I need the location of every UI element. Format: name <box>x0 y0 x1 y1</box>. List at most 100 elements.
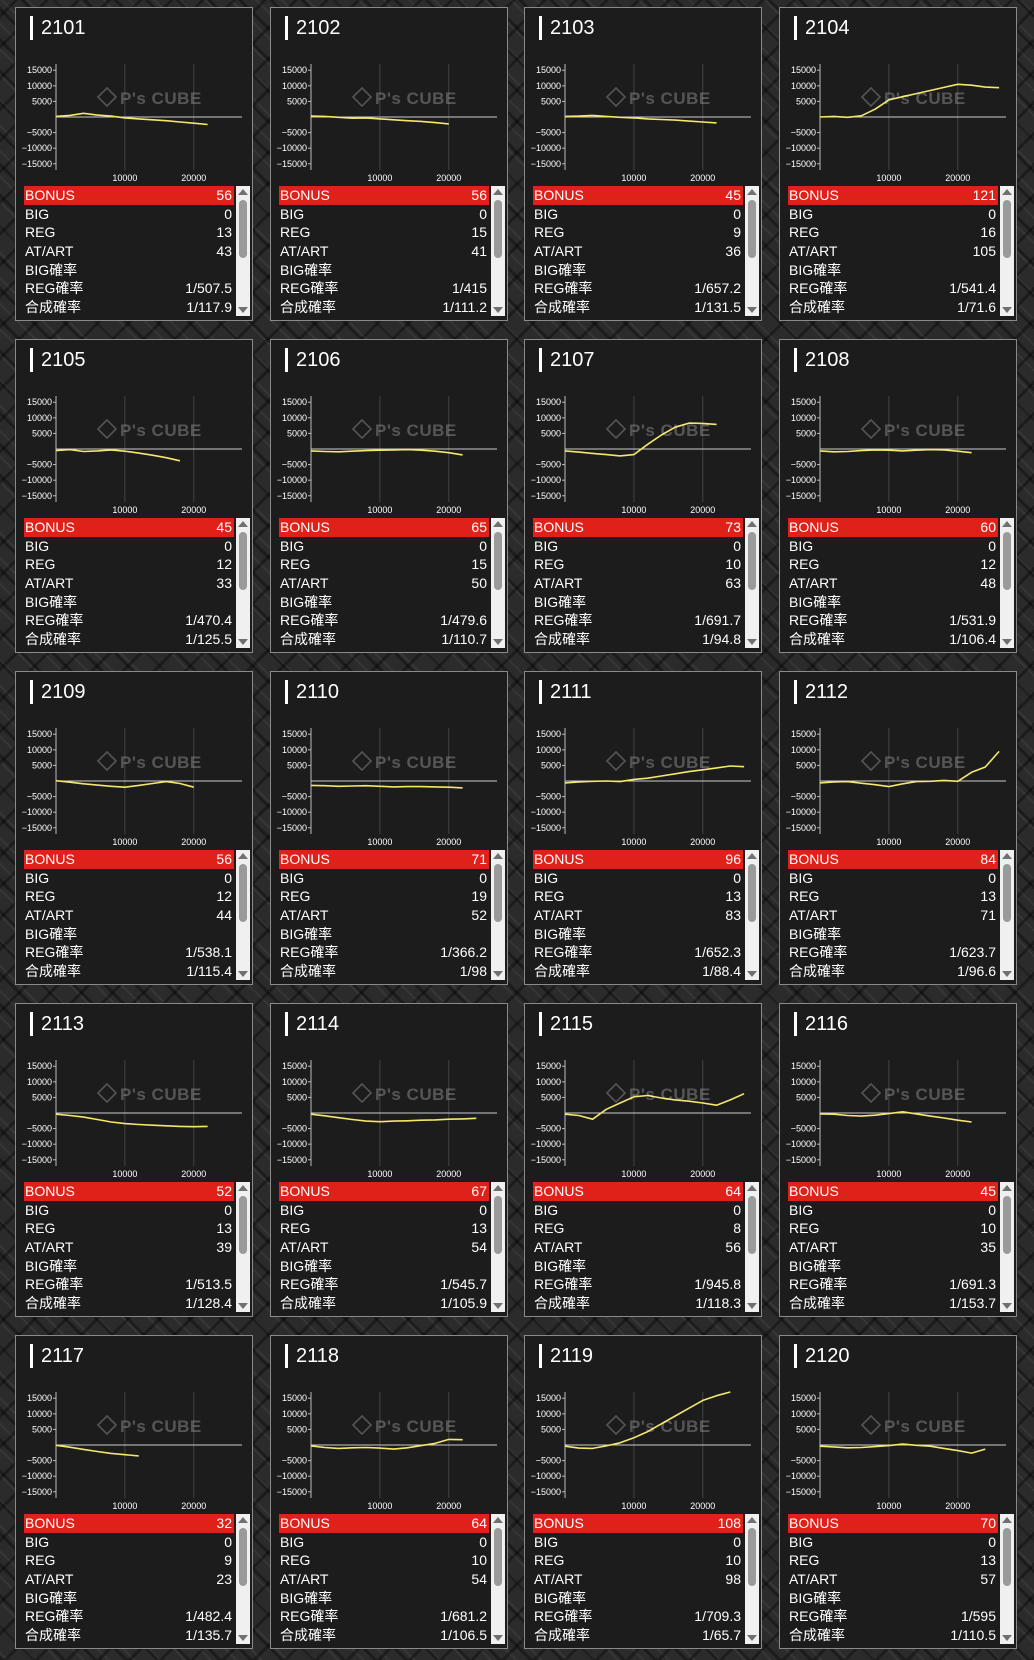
scroll-thumb[interactable] <box>748 1528 756 1586</box>
stats-list[interactable]: BONUS 67 BIG 0 REG 13 AT/ART 54 BIG確率 RE… <box>279 1182 489 1312</box>
unit-panel-2116[interactable]: 2116 10000 20000 15000 10000 5000 −5000 −10000… <box>779 1003 1017 1317</box>
stats-list[interactable]: BONUS 64 BIG 0 REG 8 AT/ART 56 BIG確率 REG… <box>533 1182 743 1312</box>
unit-panel-2114[interactable]: 2114 10000 20000 15000 10000 5000 −5000 −10000… <box>270 1003 508 1317</box>
scroll-up-arrow-icon[interactable] <box>493 521 503 527</box>
stats-list[interactable]: BONUS 96 BIG 0 REG 13 AT/ART 83 BIG確率 RE… <box>533 850 743 980</box>
stats-list[interactable]: BONUS 73 BIG 0 REG 10 AT/ART 63 BIG確率 RE… <box>533 518 743 648</box>
stats-list[interactable]: BONUS 52 BIG 0 REG 13 AT/ART 39 BIG確率 RE… <box>24 1182 234 1312</box>
scroll-up-arrow-icon[interactable] <box>1002 189 1012 195</box>
scroll-thumb[interactable] <box>239 532 247 590</box>
scroll-thumb[interactable] <box>494 1528 502 1586</box>
scroll-down-arrow-icon[interactable] <box>1002 639 1012 645</box>
unit-panel-2104[interactable]: 2104 10000 20000 15000 10000 5000 −5000 −10000… <box>779 7 1017 321</box>
scroll-thumb[interactable] <box>748 200 756 258</box>
stats-list[interactable]: BONUS 70 BIG 0 REG 13 AT/ART 57 BIG確率 RE… <box>788 1514 998 1644</box>
scroll-up-arrow-icon[interactable] <box>1002 853 1012 859</box>
unit-panel-2120[interactable]: 2120 10000 20000 15000 10000 5000 −5000 −10000… <box>779 1335 1017 1649</box>
scroll-down-arrow-icon[interactable] <box>238 1303 248 1309</box>
stats-scrollbar[interactable] <box>491 1182 505 1312</box>
scroll-down-arrow-icon[interactable] <box>1002 1635 1012 1641</box>
scroll-down-arrow-icon[interactable] <box>493 307 503 313</box>
scroll-down-arrow-icon[interactable] <box>493 1635 503 1641</box>
scroll-down-arrow-icon[interactable] <box>238 971 248 977</box>
scroll-down-arrow-icon[interactable] <box>747 1303 757 1309</box>
unit-panel-2102[interactable]: 2102 10000 20000 15000 10000 5000 −5000 −10000… <box>270 7 508 321</box>
unit-panel-2119[interactable]: 2119 10000 20000 15000 10000 5000 −5000 −10000… <box>524 1335 762 1649</box>
stats-scrollbar[interactable] <box>1000 1514 1014 1644</box>
scroll-up-arrow-icon[interactable] <box>747 853 757 859</box>
scroll-up-arrow-icon[interactable] <box>493 853 503 859</box>
scroll-up-arrow-icon[interactable] <box>238 521 248 527</box>
scroll-thumb[interactable] <box>239 200 247 258</box>
stats-scrollbar[interactable] <box>1000 1182 1014 1312</box>
stats-scrollbar[interactable] <box>236 1182 250 1312</box>
unit-panel-2105[interactable]: 2105 10000 20000 15000 10000 5000 −5000 −10000… <box>15 339 253 653</box>
stats-scrollbar[interactable] <box>1000 850 1014 980</box>
scroll-down-arrow-icon[interactable] <box>747 307 757 313</box>
stats-scrollbar[interactable] <box>1000 186 1014 316</box>
scroll-thumb[interactable] <box>1003 200 1011 258</box>
scroll-down-arrow-icon[interactable] <box>493 971 503 977</box>
stats-list[interactable]: BONUS 45 BIG 0 REG 9 AT/ART 36 BIG確率 REG… <box>533 186 743 316</box>
scroll-up-arrow-icon[interactable] <box>747 521 757 527</box>
stats-scrollbar[interactable] <box>236 186 250 316</box>
scroll-thumb[interactable] <box>748 1196 756 1254</box>
scroll-down-arrow-icon[interactable] <box>747 639 757 645</box>
scroll-thumb[interactable] <box>1003 864 1011 922</box>
scroll-down-arrow-icon[interactable] <box>1002 307 1012 313</box>
stats-scrollbar[interactable] <box>236 518 250 648</box>
stats-list[interactable]: BONUS 45 BIG 0 REG 10 AT/ART 35 BIG確率 RE… <box>788 1182 998 1312</box>
scroll-up-arrow-icon[interactable] <box>1002 1185 1012 1191</box>
stats-scrollbar[interactable] <box>491 850 505 980</box>
scroll-down-arrow-icon[interactable] <box>493 639 503 645</box>
scroll-up-arrow-icon[interactable] <box>1002 1517 1012 1523</box>
stats-list[interactable]: BONUS 56 BIG 0 REG 12 AT/ART 44 BIG確率 RE… <box>24 850 234 980</box>
scroll-up-arrow-icon[interactable] <box>747 189 757 195</box>
unit-panel-2112[interactable]: 2112 10000 20000 15000 10000 5000 −5000 −10000… <box>779 671 1017 985</box>
scroll-thumb[interactable] <box>494 532 502 590</box>
unit-panel-2110[interactable]: 2110 10000 20000 15000 10000 5000 −5000 −10000… <box>270 671 508 985</box>
unit-panel-2118[interactable]: 2118 10000 20000 15000 10000 5000 −5000 −10000… <box>270 1335 508 1649</box>
scroll-down-arrow-icon[interactable] <box>747 1635 757 1641</box>
stats-scrollbar[interactable] <box>236 850 250 980</box>
unit-panel-2106[interactable]: 2106 10000 20000 15000 10000 5000 −5000 −10000… <box>270 339 508 653</box>
stats-list[interactable]: BONUS 65 BIG 0 REG 15 AT/ART 50 BIG確率 RE… <box>279 518 489 648</box>
stats-scrollbar[interactable] <box>745 850 759 980</box>
stats-scrollbar[interactable] <box>491 518 505 648</box>
scroll-up-arrow-icon[interactable] <box>493 1517 503 1523</box>
scroll-thumb[interactable] <box>494 1196 502 1254</box>
scroll-thumb[interactable] <box>239 864 247 922</box>
scroll-thumb[interactable] <box>239 1196 247 1254</box>
scroll-up-arrow-icon[interactable] <box>238 1517 248 1523</box>
unit-panel-2108[interactable]: 2108 10000 20000 15000 10000 5000 −5000 −10000… <box>779 339 1017 653</box>
stats-scrollbar[interactable] <box>745 186 759 316</box>
scroll-thumb[interactable] <box>1003 532 1011 590</box>
stats-list[interactable]: BONUS 71 BIG 0 REG 19 AT/ART 52 BIG確率 RE… <box>279 850 489 980</box>
stats-scrollbar[interactable] <box>1000 518 1014 648</box>
unit-panel-2117[interactable]: 2117 10000 20000 15000 10000 5000 −5000 −10000… <box>15 1335 253 1649</box>
unit-panel-2101[interactable]: 2101 10000 20000 15000 10000 5000 −5000 −10000… <box>15 7 253 321</box>
stats-list[interactable]: BONUS 108 BIG 0 REG 10 AT/ART 98 BIG確率 R… <box>533 1514 743 1644</box>
scroll-thumb[interactable] <box>1003 1196 1011 1254</box>
stats-scrollbar[interactable] <box>491 1514 505 1644</box>
scroll-down-arrow-icon[interactable] <box>238 307 248 313</box>
scroll-down-arrow-icon[interactable] <box>238 639 248 645</box>
scroll-up-arrow-icon[interactable] <box>493 1185 503 1191</box>
unit-panel-2103[interactable]: 2103 10000 20000 15000 10000 5000 −5000 −10000… <box>524 7 762 321</box>
scroll-thumb[interactable] <box>748 864 756 922</box>
scroll-up-arrow-icon[interactable] <box>238 189 248 195</box>
scroll-up-arrow-icon[interactable] <box>493 189 503 195</box>
scroll-thumb[interactable] <box>1003 1528 1011 1586</box>
unit-panel-2111[interactable]: 2111 10000 20000 15000 10000 5000 −5000 −10000… <box>524 671 762 985</box>
scroll-down-arrow-icon[interactable] <box>238 1635 248 1641</box>
unit-panel-2107[interactable]: 2107 10000 20000 15000 10000 5000 −5000 −10000… <box>524 339 762 653</box>
scroll-thumb[interactable] <box>494 200 502 258</box>
scroll-thumb[interactable] <box>748 532 756 590</box>
scroll-up-arrow-icon[interactable] <box>1002 521 1012 527</box>
stats-scrollbar[interactable] <box>745 1514 759 1644</box>
scroll-thumb[interactable] <box>239 1528 247 1586</box>
stats-list[interactable]: BONUS 60 BIG 0 REG 12 AT/ART 48 BIG確率 RE… <box>788 518 998 648</box>
stats-scrollbar[interactable] <box>491 186 505 316</box>
scroll-thumb[interactable] <box>494 864 502 922</box>
stats-list[interactable]: BONUS 56 BIG 0 REG 15 AT/ART 41 BIG確率 RE… <box>279 186 489 316</box>
